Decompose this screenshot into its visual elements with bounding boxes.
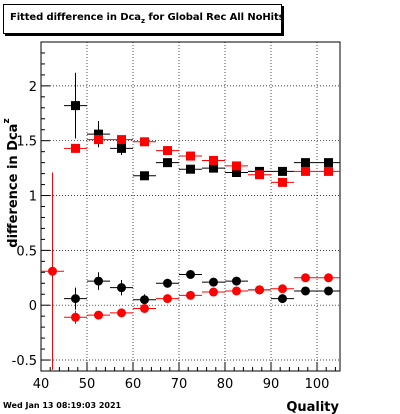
- data-point-circle: [117, 308, 126, 318]
- y-axis-label-subscript: z: [2, 118, 12, 123]
- chart-title-suffix: for Global Rec All NoHits: [144, 12, 285, 23]
- data-point-circle: [163, 278, 172, 288]
- data-point-square: [94, 135, 103, 145]
- y-tick-label: -0.5: [12, 354, 37, 369]
- data-point-square: [163, 158, 172, 168]
- data-point-square: [301, 158, 310, 168]
- y-axis-label: difference in Dcaz: [2, 118, 21, 247]
- data-point-circle: [94, 310, 103, 320]
- title-box: Fitted difference in Dcaz for Global Rec…: [3, 4, 285, 34]
- data-point-square: [209, 155, 218, 165]
- data-point-circle: [255, 285, 264, 295]
- data-point-circle: [301, 286, 310, 296]
- data-point-circle: [278, 294, 287, 304]
- data-point-circle: [209, 277, 218, 287]
- axis-ticks: 40 50 60 70 80 90 100 -0.5 0 0.5 1 1.5 2: [12, 41, 336, 392]
- data-point-square: [255, 170, 264, 180]
- data-point-square: [301, 166, 310, 176]
- data-point-square: [278, 177, 287, 187]
- data-point-square: [117, 143, 126, 153]
- x-tick-label: 70: [171, 377, 188, 392]
- data-point-circle: [324, 273, 333, 283]
- data-point-circle: [186, 269, 195, 279]
- data-points: [41, 72, 340, 370]
- data-point-circle: [71, 312, 80, 322]
- data-point-circle: [140, 295, 149, 305]
- x-tick-label: 90: [263, 377, 280, 392]
- y-tick-label: 1.5: [16, 135, 37, 150]
- data-point-square: [209, 163, 218, 173]
- data-point-square: [186, 164, 195, 174]
- data-point-circle: [94, 276, 103, 286]
- data-point-circle: [140, 303, 149, 313]
- x-tick-label: 100: [305, 377, 330, 392]
- data-point-circle: [209, 287, 218, 297]
- grid: [41, 42, 340, 371]
- data-point-square: [278, 166, 287, 176]
- x-tick-label: 40: [33, 377, 50, 392]
- data-point-circle: [232, 276, 241, 286]
- chart-title: Fitted difference in Dcaz for Global Rec…: [10, 12, 285, 25]
- x-tick-label: 60: [125, 377, 142, 392]
- svg-text:difference in Dcaz: difference in Dcaz: [2, 118, 21, 247]
- data-point-square: [71, 143, 80, 153]
- x-axis-label: Quality: [286, 400, 339, 414]
- chart-title-main: Fitted difference in Dca: [10, 12, 141, 23]
- data-point-circle: [186, 290, 195, 300]
- data-point-square: [186, 151, 195, 161]
- plot-frame: [40, 41, 341, 372]
- data-point-circle: [301, 273, 310, 283]
- x-tick-label: 50: [79, 377, 96, 392]
- data-point-square: [232, 161, 241, 171]
- data-point-circle: [278, 284, 287, 294]
- data-point-circle: [163, 294, 172, 304]
- y-tick-label: 2: [29, 80, 37, 95]
- data-point-circle: [324, 286, 333, 296]
- data-point-circle: [232, 286, 241, 296]
- data-point-square: [324, 166, 333, 176]
- data-point-circle: [117, 283, 126, 293]
- y-tick-label: 0.5: [16, 244, 37, 259]
- data-point-square: [117, 135, 126, 145]
- y-tick-label: 0: [29, 299, 37, 314]
- data-point-square: [232, 168, 241, 178]
- data-point-circle: [71, 294, 80, 304]
- data-point-circle: [48, 266, 57, 276]
- data-point-square: [140, 137, 149, 147]
- data-point-square: [71, 101, 80, 111]
- footer-timestamp: Wed Jan 13 08:19:03 2021: [3, 401, 122, 410]
- data-point-square: [163, 146, 172, 156]
- y-tick-label: 1: [29, 190, 37, 205]
- y-axis-label-main: difference in Dca: [6, 124, 21, 248]
- chart-title-subscript: z: [140, 17, 145, 25]
- data-point-square: [324, 158, 333, 168]
- x-tick-label: 80: [217, 377, 234, 392]
- data-point-square: [140, 171, 149, 181]
- data-point-square: [94, 129, 103, 139]
